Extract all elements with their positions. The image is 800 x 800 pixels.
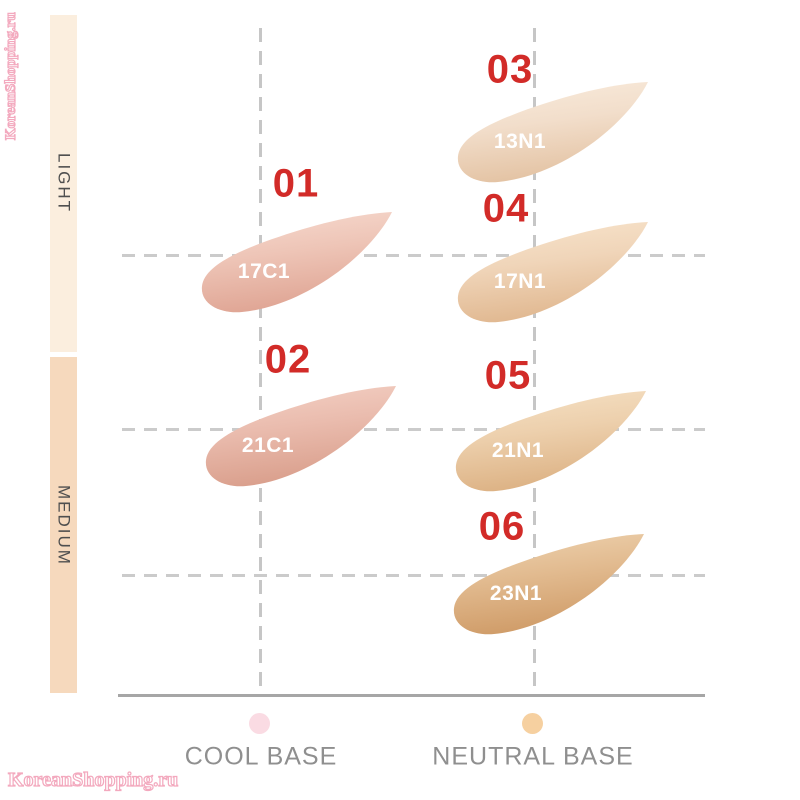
foundation-smear-icon	[455, 391, 646, 492]
tone-band-medium: MEDIUM	[50, 357, 77, 693]
shade-code-label: 17N1	[493, 270, 547, 293]
swatch-17C1: 17C1	[196, 206, 396, 318]
shade-number-02: 02	[264, 337, 312, 382]
foundation-smear-icon	[457, 222, 648, 323]
shade-code-label: 21N1	[491, 439, 545, 462]
shade-number-04: 04	[482, 186, 530, 231]
chart-baseline	[118, 694, 705, 697]
shade-code-label: 13N1	[493, 130, 547, 153]
tone-band-light: LIGHT	[50, 15, 77, 352]
cool-base-label: COOL BASE	[184, 742, 338, 771]
shade-code-label: 23N1	[489, 582, 543, 605]
grid-horizontal-line-1	[122, 254, 705, 257]
swatch-21N1: 21N1	[450, 385, 650, 497]
grid-vertical-line-cool	[259, 28, 262, 690]
foundation-smear-icon	[201, 212, 392, 313]
neutral-base-label: NEUTRAL BASE	[432, 742, 634, 771]
swatch-23N1: 23N1	[448, 528, 648, 640]
foundation-smear-icon	[453, 534, 644, 635]
cool-base-dot	[249, 713, 270, 734]
swatch-17N1: 17N1	[452, 216, 652, 328]
watermark-bottom: KoreanShopping.ru	[7, 768, 179, 791]
foundation-smear-icon	[457, 82, 648, 183]
swatch-21C1: 21C1	[200, 380, 400, 492]
shade-code-label: 21C1	[241, 434, 295, 457]
grid-horizontal-line-2	[122, 428, 705, 431]
swatch-13N1: 13N1	[452, 76, 652, 188]
foundation-smear-icon	[205, 386, 396, 487]
shade-number-06: 06	[478, 504, 526, 549]
shade-number-05: 05	[484, 353, 532, 398]
grid-vertical-line-neutral	[533, 28, 536, 690]
grid-horizontal-line-3	[122, 574, 705, 577]
watermark-top: KoreanShopping.ru	[2, 12, 19, 141]
tone-band-light-label: LIGHT	[54, 153, 74, 214]
neutral-base-dot	[522, 713, 543, 734]
tone-band-medium-label: MEDIUM	[54, 484, 74, 566]
shade-number-01: 01	[272, 161, 320, 206]
shade-number-03: 03	[486, 47, 534, 92]
shade-code-label: 17C1	[237, 260, 291, 283]
